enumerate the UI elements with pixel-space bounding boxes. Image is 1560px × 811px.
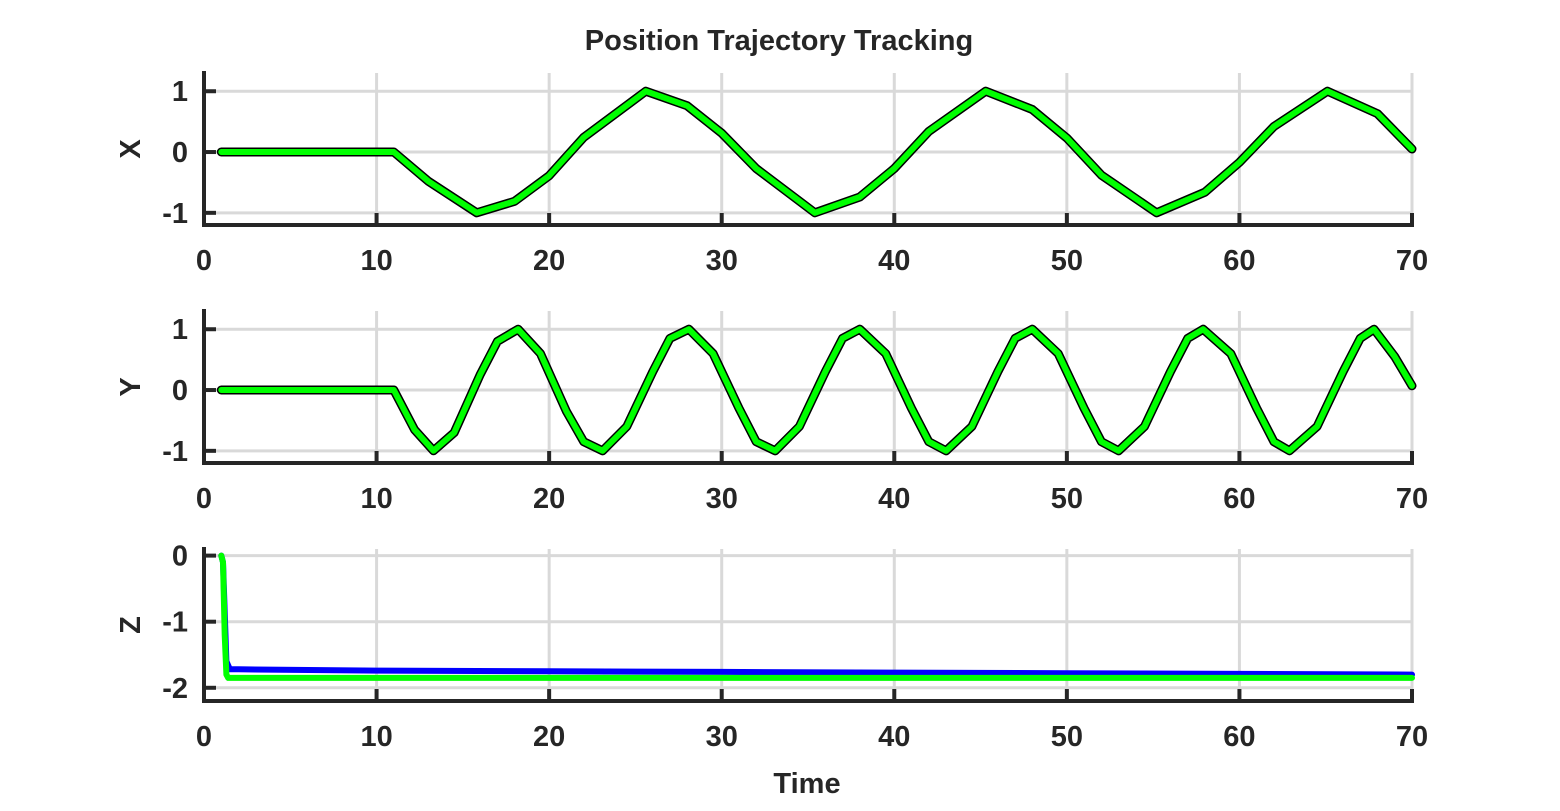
z-y-tick-label: -2 xyxy=(162,673,188,705)
x-x-tick-label: 30 xyxy=(706,245,738,277)
x-y-tick-label: 0 xyxy=(172,137,188,169)
z-y-axis-label: Z xyxy=(115,616,147,634)
x-x-tick-label: 60 xyxy=(1223,245,1255,277)
y-series-actual-line xyxy=(218,326,1415,454)
z-x-tick-label: 60 xyxy=(1223,721,1255,753)
z-x-tick-label: 50 xyxy=(1051,721,1083,753)
x-x-tick-label: 50 xyxy=(1051,245,1083,277)
z-x-tick-label: 40 xyxy=(878,721,910,753)
x-y-tick-label: 1 xyxy=(172,76,188,108)
x-y-axis-label: X xyxy=(115,139,147,159)
y-x-tick-label: 40 xyxy=(878,483,910,515)
z-x-tick-label: 30 xyxy=(706,721,738,753)
y-x-tick-label: 70 xyxy=(1396,483,1428,515)
z-x-tick-label: 10 xyxy=(360,721,392,753)
z-y-tick-label: 0 xyxy=(172,541,188,573)
z-x-tick-label: 70 xyxy=(1396,721,1428,753)
x-x-tick-label: 70 xyxy=(1396,245,1428,277)
y-y-axis-label: Y xyxy=(115,377,147,396)
x-axis-label: Time xyxy=(773,768,840,800)
x-x-tick-label: 0 xyxy=(196,245,212,277)
z-series-reference-line xyxy=(218,552,1415,678)
x-x-tick-label: 40 xyxy=(878,245,910,277)
z-x-tick-label: 0 xyxy=(196,721,212,753)
x-x-tick-label: 20 xyxy=(533,245,565,277)
y-y-tick-label: 1 xyxy=(172,314,188,346)
y-x-tick-label: 10 xyxy=(360,483,392,515)
z-y-tick-label: -1 xyxy=(162,607,188,639)
z-x-tick-label: 20 xyxy=(533,721,565,753)
z-series-actual-line xyxy=(218,552,1415,681)
y-y-tick-label: -1 xyxy=(162,436,188,468)
y-x-tick-label: 50 xyxy=(1051,483,1083,515)
y-x-tick-label: 60 xyxy=(1223,483,1255,515)
x-x-tick-label: 10 xyxy=(360,245,392,277)
figure-title: Position Trajectory Tracking xyxy=(585,25,973,57)
y-y-tick-label: 0 xyxy=(172,375,188,407)
z-subplot: 0 10 20 30 40 50 60 70 -2 -1 0 Z xyxy=(115,541,1428,753)
y-x-tick-label: 0 xyxy=(196,483,212,515)
y-x-tick-label: 20 xyxy=(533,483,565,515)
x-y-tick-label: -1 xyxy=(162,198,188,230)
y-x-tick-label: 30 xyxy=(706,483,738,515)
x-series-actual-line xyxy=(218,88,1415,216)
